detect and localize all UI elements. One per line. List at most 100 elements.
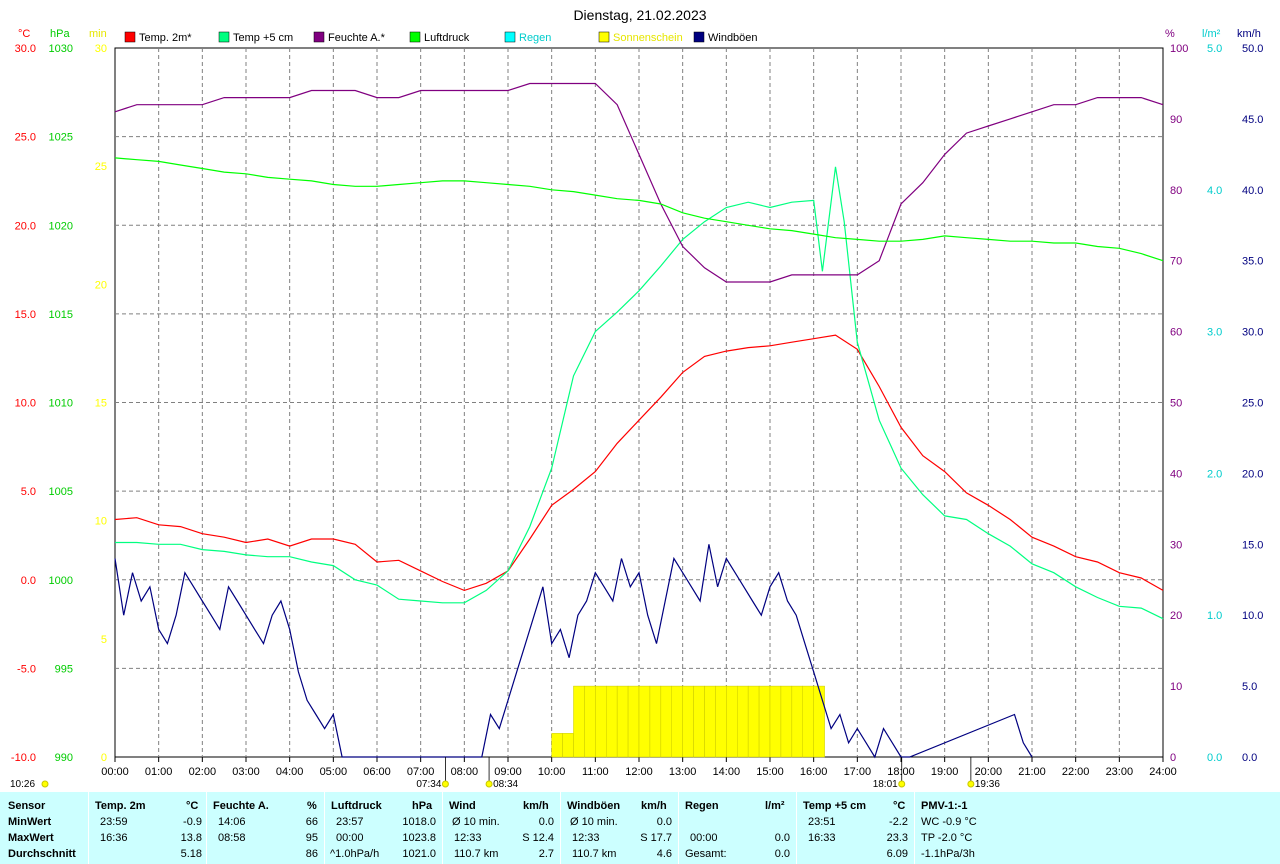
chart-title: Dienstag, 21.02.2023 <box>573 7 706 23</box>
row-min-t5-val: -2.2 <box>889 816 908 828</box>
row-avg-pmv: -1.1hPa/3h <box>921 848 975 860</box>
dusk-marker-label: 19:36 <box>975 779 1000 790</box>
row-avg-temp-val: 5.18 <box>180 848 202 860</box>
x-tick-label: 13:00 <box>669 766 697 778</box>
pressure-axis-tick-label: 1005 <box>49 486 73 498</box>
row-max-t5-val: 23.3 <box>886 832 908 844</box>
header-temp: Temp. 2m <box>95 800 146 812</box>
legend-label: Temp +5 cm <box>233 32 293 44</box>
temp-axis-tick-label: 5.0 <box>21 486 36 498</box>
x-tick-label: 02:00 <box>189 766 217 778</box>
x-tick-label: 24:00 <box>1149 766 1177 778</box>
x-tick-label: 00:00 <box>101 766 129 778</box>
wind-axis-tick-label: 5.0 <box>1242 681 1257 693</box>
wind-axis-tick-label: 35.0 <box>1242 256 1263 268</box>
header-t5: Temp +5 cm <box>803 800 867 812</box>
sunshine-bar <box>649 685 662 758</box>
row-max-pmv: TP -2.0 °C <box>921 832 973 844</box>
temp-axis-tick-label: 25.0 <box>15 132 36 144</box>
wind-axis-tick-label: 15.0 <box>1242 539 1263 551</box>
sunshine-bar <box>791 685 803 758</box>
row-min-temp-time: 23:59 <box>100 816 128 828</box>
now-label: 10:26 <box>10 779 35 790</box>
row-avg-press-time: ^1.0hPa/h <box>330 848 380 860</box>
row-avg-label: Durchschnitt <box>8 848 76 860</box>
minutes-axis-tick-label: 5 <box>101 634 107 646</box>
sunshine-bar <box>606 685 618 758</box>
sunshine-bar <box>758 685 771 758</box>
x-tick-label: 06:00 <box>363 766 391 778</box>
series-luftdruck-line <box>114 157 1164 262</box>
row-min-press-time: 23:57 <box>336 816 364 828</box>
humidity-axis-tick-label: 40 <box>1170 468 1182 480</box>
axes: 00:00 01:00 02:00 03:00 04:00 05:00 06:00 07:00… <box>11 28 1264 778</box>
sunshine-bar <box>693 685 705 758</box>
now-dot <box>41 780 49 788</box>
legend-swatch <box>313 31 325 43</box>
row-max-wind-b: S 12.4 <box>522 832 554 844</box>
sunshine-bar <box>715 685 727 758</box>
header-gust-unit: km/h <box>641 800 667 812</box>
wind-axis-tick-label: 40.0 <box>1242 185 1263 197</box>
sunshine-bar <box>769 685 782 758</box>
pressure-axis-tick-label: 1030 <box>49 43 73 55</box>
row-max-rain-a: 00:00 <box>690 832 718 844</box>
rain-axis-tick-label: 5.0 <box>1207 43 1222 55</box>
header-rain-unit: l/m² <box>765 800 785 812</box>
sunshine-bar <box>584 685 596 758</box>
axis-unit-label: km/h <box>1237 28 1261 40</box>
pressure-axis-tick-label: 1010 <box>49 398 73 410</box>
sunshine-bar <box>726 685 738 758</box>
sunshine-bar <box>551 733 563 758</box>
sunshine-bar <box>660 685 672 758</box>
legend-swatch <box>504 31 516 43</box>
row-max-gust-a: 12:33 <box>572 832 600 844</box>
x-tick-label: 20:00 <box>975 766 1003 778</box>
legend-label: Windböen <box>708 32 758 44</box>
row-max-gust-b: S 17.7 <box>640 832 672 844</box>
wind-axis-tick-label: 20.0 <box>1242 468 1263 480</box>
row-avg-rain-a: Gesamt: <box>685 848 727 860</box>
legend-swatch <box>409 31 421 43</box>
sunshine-bar <box>737 685 749 758</box>
rain-axis-tick-label: 4.0 <box>1207 185 1222 197</box>
temp-axis-tick-label: 30.0 <box>15 43 36 55</box>
rain-axis-tick-label: 3.0 <box>1207 327 1222 339</box>
sunset-marker-dot <box>898 780 906 788</box>
x-tick-label: 23:00 <box>1106 766 1134 778</box>
pressure-axis-tick-label: 1015 <box>49 309 73 321</box>
sunshine-bar <box>616 685 629 758</box>
axis-unit-label: % <box>1165 28 1175 40</box>
header-t5-unit: °C <box>893 800 906 812</box>
x-tick-label: 18:00 <box>887 766 915 778</box>
x-tick-label: 07:00 <box>407 766 435 778</box>
sunrise-marker-dot <box>441 780 449 788</box>
row-avg-wind-a: 110.7 km <box>454 848 499 860</box>
wind-axis-tick-label: 50.0 <box>1242 43 1263 55</box>
sunset-marker-label: 18:01 <box>873 779 898 790</box>
temp-axis-tick-label: -5.0 <box>17 663 36 675</box>
x-tick-label: 01:00 <box>145 766 173 778</box>
wind-axis-tick-label: 30.0 <box>1242 327 1263 339</box>
minutes-axis-tick-label: 15 <box>95 398 107 410</box>
temp-axis-tick-label: 20.0 <box>15 220 36 232</box>
series-lines <box>114 82 1164 759</box>
row-avg-press-val: 1021.0 <box>402 848 436 860</box>
humidity-axis-tick-label: 20 <box>1170 610 1182 622</box>
sunshine-bar <box>562 733 574 758</box>
wind-axis-tick-label: 0.0 <box>1242 752 1257 764</box>
sunshine-bar <box>747 685 760 758</box>
row-min-gust-a: Ø 10 min. <box>570 816 618 828</box>
temp-axis-tick-label: 0.0 <box>21 575 36 587</box>
row-max-press-time: 00:00 <box>336 832 364 844</box>
wind-axis-tick-label: 25.0 <box>1242 398 1263 410</box>
dawn-marker-label: 08:34 <box>493 779 518 790</box>
row-avg-gust-a: 110.7 km <box>572 848 617 860</box>
axis-unit-label: °C <box>18 28 30 40</box>
pressure-axis-tick-label: 1020 <box>49 220 73 232</box>
pressure-axis-tick-label: 990 <box>55 752 73 764</box>
legend-label: Sonnenschein <box>613 32 683 44</box>
sunshine-bar <box>573 685 585 758</box>
header-press-unit: hPa <box>412 800 433 812</box>
legend: Temp. 2m* Temp +5 cm Feuchte A.* Luftdruck R… <box>124 31 758 44</box>
